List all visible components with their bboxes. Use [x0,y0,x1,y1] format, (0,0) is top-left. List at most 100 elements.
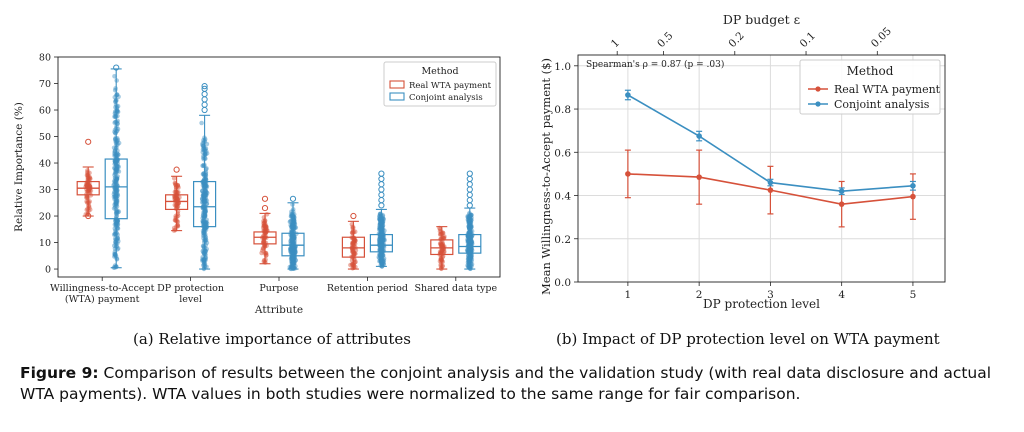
jitter-point [381,237,387,243]
jitter-point [202,199,207,205]
jitter-point [468,246,474,252]
jitter-point [112,190,118,195]
jitter-point [290,235,296,241]
jitter-point [381,261,386,267]
jitter-point [469,264,474,269]
jitter-point [468,239,474,245]
jitter-point [380,219,386,224]
jitter-point [292,221,298,227]
y-tick-label: 0.0 [554,277,571,289]
x-tick-label-line: Purpose [259,283,299,294]
jitter-point [202,190,208,196]
jitter-point [115,167,120,172]
jitter-point [176,185,181,190]
jitter-point [378,220,384,226]
jitter-point [439,243,444,248]
jitter-point [203,189,209,195]
box-iqr [458,233,482,254]
jitter-point [204,201,210,207]
jitter-point [202,194,207,200]
jitter-point [381,237,386,242]
jitter-point [204,185,209,191]
jitter-point [441,235,447,240]
jitter-point [202,194,207,199]
jitter-point [466,238,471,243]
jitter-point [199,120,204,126]
jitter-point [112,175,118,180]
jitter-point [377,240,383,246]
jitter-point [202,193,207,199]
jitter-point [86,183,91,188]
jitter-point [466,234,472,240]
jitter-point [113,194,119,200]
jitter-point [114,175,119,180]
jitter-point [379,244,385,250]
jitter-point [437,259,443,264]
jitter-point [201,193,207,198]
jitter-point [200,196,205,202]
jitter-point [288,218,293,224]
box-conjoint [281,195,305,272]
jitter-point [199,196,205,201]
jitter-point [116,239,121,244]
jitter-point [292,235,297,240]
jitter-point [377,235,383,241]
jitter-point [378,226,384,231]
jitter-point [114,164,120,169]
jitter-point [200,248,206,254]
jitter-point [87,183,93,189]
jitter-point [115,174,120,179]
box-real [165,166,189,233]
jitter-point [203,188,208,193]
jitter-point [113,130,118,136]
jitter-point [202,182,208,188]
jitter-point [113,201,119,207]
jitter-point [293,258,298,263]
jitter-point [202,214,208,219]
jitter-point [112,193,118,199]
jitter-point [437,241,443,246]
jitter-point [202,184,208,189]
jitter-point [202,206,207,211]
jitter-point [114,181,119,187]
jitter-point [200,206,206,211]
jitter-point [112,159,118,164]
jitter-point [113,196,119,201]
jitter-point [380,238,386,244]
jitter-point [202,212,208,218]
jitter-point [350,248,356,253]
jitter-point [378,239,383,245]
chart-b-legend-title: Method [847,64,894,78]
jitter-point [377,236,383,242]
jitter-point [468,240,474,246]
jitter-point [467,246,472,252]
jitter-point [377,258,382,264]
x-tick-label: 2 [696,289,703,301]
jitter-point [290,244,295,250]
jitter-point [467,248,473,254]
jitter-point [114,212,119,217]
jitter-point [200,215,205,221]
jitter-point [111,194,117,200]
chart-b-top-axis-label: DP budget ε [723,12,800,27]
figure-canvas: 0 10 20 30 40 50 60 70 80 Relative Importance (%)… [13,12,946,316]
jitter-point [291,236,297,242]
y-tick-label: 50 [39,132,51,143]
jitter-point [379,236,385,241]
jitter-point [469,262,475,267]
jitter-point [466,248,471,253]
jitter-point [290,236,296,241]
jitter-point [113,200,119,206]
jitter-point [288,237,294,242]
jitter-point [376,254,382,260]
jitter-point [379,239,385,245]
jitter-point [380,234,385,239]
chart-a-legend-frame [383,61,497,107]
jitter-point [467,246,473,252]
jitter-point [291,245,297,251]
jitter-point [291,233,297,239]
jitter-point [440,247,445,253]
jitter-point [201,212,206,218]
jitter-point [380,252,386,258]
jitter-point [469,253,475,258]
